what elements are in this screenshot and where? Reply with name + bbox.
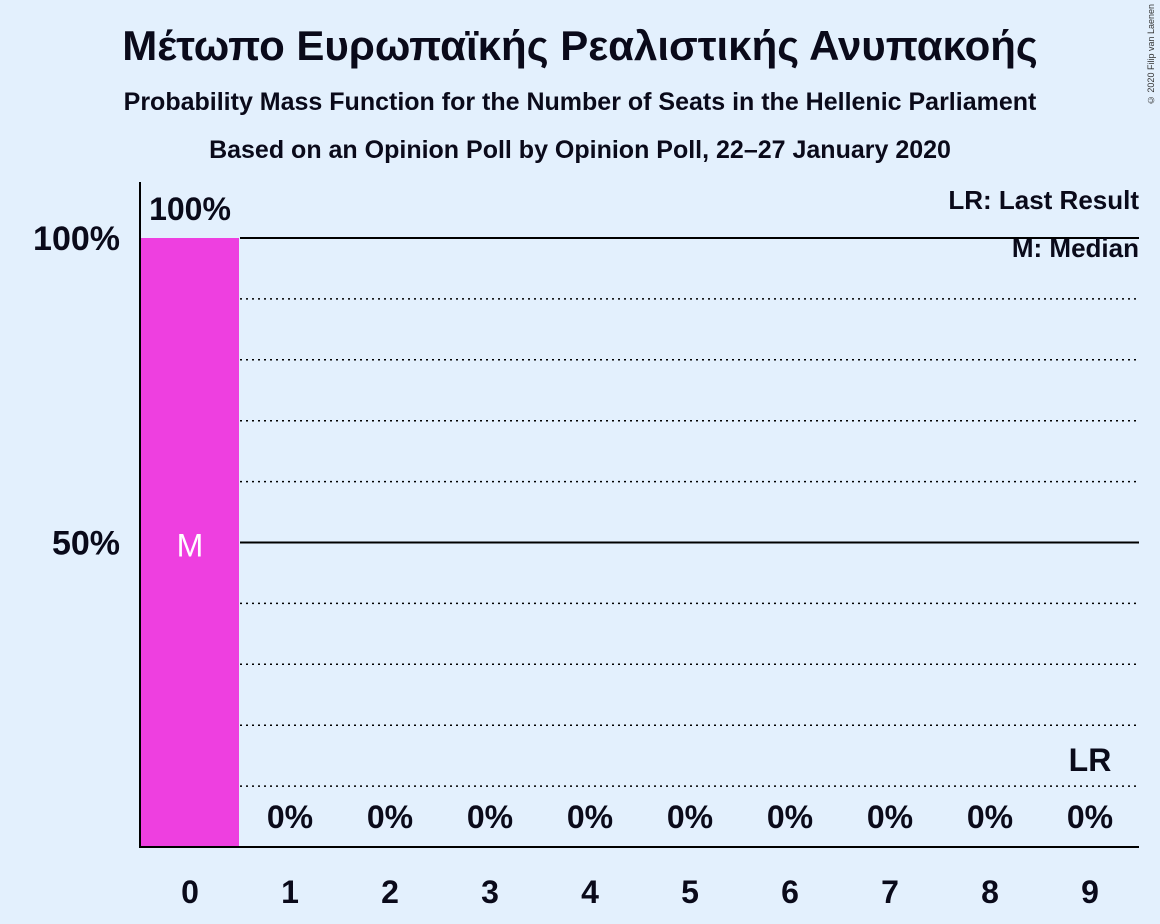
value-label-0: 100% <box>149 191 231 227</box>
y-tick-label-100: 100% <box>33 220 120 258</box>
legend-median: M: Median <box>1012 233 1139 263</box>
value-label-5: 0% <box>667 799 713 835</box>
value-label-9: 0% <box>1067 799 1113 835</box>
chart-subtitle: Probability Mass Function for the Number… <box>123 88 1037 116</box>
axes <box>139 182 1139 848</box>
x-tick-label-0: 0 <box>181 874 199 910</box>
grid-lines <box>240 237 1139 787</box>
bar-0 <box>140 238 239 847</box>
x-tick-label-7: 7 <box>881 874 899 910</box>
value-label-3: 0% <box>467 799 513 835</box>
x-tick-label-8: 8 <box>981 874 999 910</box>
bars <box>140 238 239 847</box>
x-tick-label-3: 3 <box>481 874 499 910</box>
chart-title: Μέτωπο Ευρωπαϊκής Ρεαλιστικής Ανυπακοής <box>122 22 1038 69</box>
x-tick-label-2: 2 <box>381 874 399 910</box>
chart-source-line: Based on an Opinion Poll by Opinion Poll… <box>209 136 951 164</box>
y-tick-label-50: 50% <box>52 525 120 563</box>
x-tick-label-4: 4 <box>581 874 599 910</box>
median-marker: M <box>177 528 204 564</box>
value-label-7: 0% <box>867 799 913 835</box>
value-label-1: 0% <box>267 799 313 835</box>
value-label-8: 0% <box>967 799 1013 835</box>
last-result-marker: LR <box>1069 742 1112 778</box>
x-tick-label-6: 6 <box>781 874 799 910</box>
value-label-6: 0% <box>767 799 813 835</box>
x-tick-label-1: 1 <box>281 874 299 910</box>
value-labels: 100%0M0%10%20%30%40%50%60%70%80%9LR50%10… <box>33 191 1113 910</box>
value-label-2: 0% <box>367 799 413 835</box>
value-label-4: 0% <box>567 799 613 835</box>
x-tick-label-5: 5 <box>681 874 699 910</box>
x-tick-label-9: 9 <box>1081 874 1099 910</box>
legend-last-result: LR: Last Result <box>948 185 1139 215</box>
